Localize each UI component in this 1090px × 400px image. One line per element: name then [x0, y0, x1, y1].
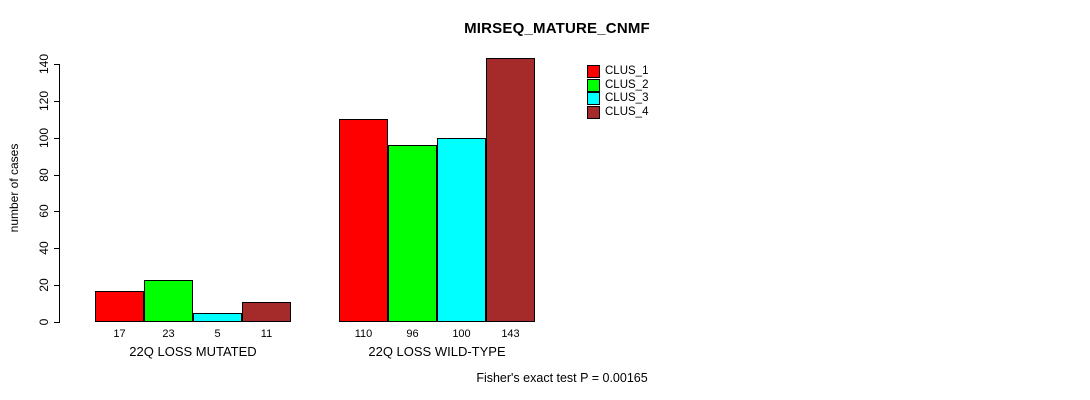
y-axis-tick [54, 285, 59, 287]
legend-label: CLUS_1 [605, 65, 649, 78]
bar-clus_4-group2 [486, 58, 535, 322]
y-axis-tick [54, 137, 59, 139]
bar-clus_2-group2 [388, 145, 437, 322]
legend-swatch [587, 65, 600, 79]
bar-clus_3-group1 [193, 312, 242, 322]
y-axis-tick-label: 80 [37, 167, 51, 182]
bar-clus_1-group1 [95, 290, 144, 322]
y-axis-tick [54, 64, 59, 65]
bar-clus_1-group2 [339, 119, 388, 322]
y-axis-tick-label: 60 [37, 204, 51, 219]
y-axis-tick-label: 0 [37, 318, 51, 326]
bar-value-label: 5 [214, 328, 221, 340]
bar-clus_2-group1 [144, 279, 193, 322]
bar-value-label: 143 [501, 328, 520, 340]
fisher-test-footnote: Fisher's exact test P = 0.00165 [476, 371, 648, 385]
bar-value-label: 23 [162, 328, 175, 340]
legend-label: CLUS_4 [605, 105, 649, 118]
category-label: 22Q LOSS MUTATED [129, 344, 257, 359]
bar-value-label: 17 [113, 328, 126, 340]
legend-item: CLUS_4 [587, 105, 649, 120]
y-axis-tick-label: 140 [37, 53, 51, 75]
category-label: 22Q LOSS WILD-TYPE [368, 344, 506, 359]
bar-clus_4-group1 [242, 301, 291, 322]
bar-value-label: 100 [452, 328, 471, 340]
y-axis-tick [54, 174, 59, 176]
y-axis-tick-label: 120 [37, 90, 51, 111]
chart-title: MIRSEQ_MATURE_CNMF [464, 20, 650, 37]
bar-value-label: 96 [406, 328, 419, 340]
y-axis-tick-label: 20 [37, 278, 51, 292]
legend: CLUS_1 CLUS_2 CLUS_3 CLUS_4 [587, 65, 648, 119]
y-axis-tick-label: 40 [37, 241, 51, 255]
y-axis-tick [54, 100, 59, 102]
y-axis-tick [54, 248, 59, 250]
legend-swatch [587, 92, 600, 106]
y-axis-tick [54, 211, 59, 213]
y-axis-tick [54, 322, 59, 323]
legend-label: CLUS_2 [605, 78, 649, 91]
bar-clus_3-group2 [437, 137, 486, 322]
bar-value-label: 11 [260, 328, 273, 340]
legend-swatch [587, 105, 600, 119]
legend-item: CLUS_3 [587, 92, 648, 106]
bar-value-label: 110 [354, 328, 373, 340]
y-axis-label: number of cases [7, 143, 21, 233]
legend-label: CLUS_3 [605, 92, 649, 105]
legend-item: CLUS_1 [587, 65, 648, 79]
legend-swatch [587, 78, 600, 92]
y-axis-tick-label: 100 [37, 127, 51, 148]
legend-item: CLUS_2 [587, 78, 649, 93]
y-axis-line [59, 64, 60, 323]
